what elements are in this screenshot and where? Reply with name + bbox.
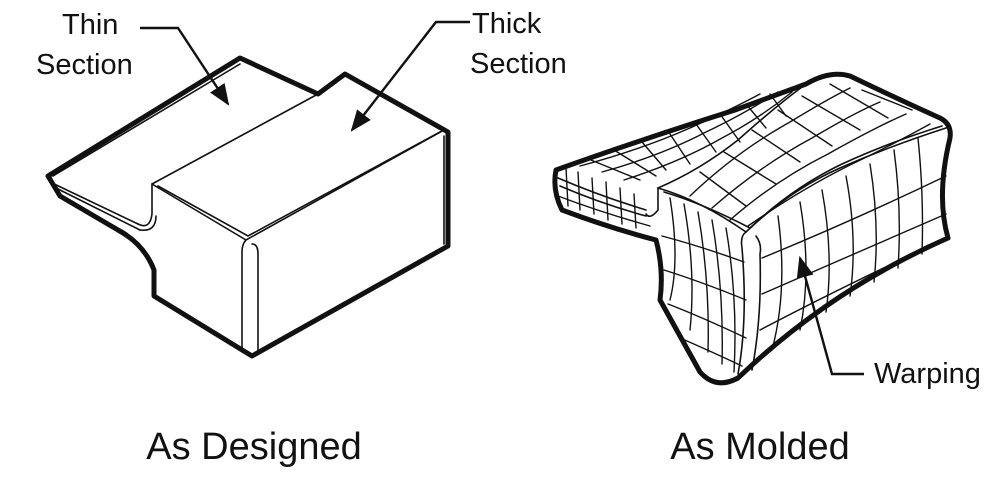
- warping-leader: [796, 255, 864, 376]
- molded-groove: [645, 83, 807, 218]
- as-designed-caption: As Designed: [146, 426, 361, 468]
- warping-label: Warping: [874, 358, 981, 390]
- designed-groove-fillet: [139, 215, 157, 232]
- molded-outline: [552, 71, 953, 386]
- molded-right-face-grid: [759, 137, 947, 351]
- designed-groove: [137, 93, 319, 227]
- molded-thin-top-grid: [579, 91, 793, 181]
- molded-front-face-grid: [661, 197, 747, 373]
- thin-label-line2: Section: [36, 49, 133, 81]
- thick-label-line2: Section: [470, 48, 567, 80]
- thin-label-line1: Thin: [62, 9, 118, 41]
- as-molded-caption: As Molded: [670, 426, 850, 468]
- designed-front-corner: [241, 239, 259, 353]
- thick-label-line1: Thick: [472, 8, 542, 40]
- designed-outline: [45, 55, 451, 359]
- designed-thin-top-edge: [52, 63, 241, 177]
- designed-thin-front-edge: [49, 181, 141, 231]
- thin-section-leader: [140, 26, 230, 106]
- molded-thin-front-grid: [557, 167, 651, 229]
- molded-thick-top-grid: [689, 83, 931, 227]
- molded-front-corner: [737, 231, 762, 375]
- as-designed-part: [45, 55, 451, 359]
- thick-section-leader: [350, 20, 470, 132]
- molded-thick-top-inner: [663, 125, 943, 229]
- designed-thick-top-inner: [157, 131, 441, 237]
- as-molded-part: [552, 71, 953, 386]
